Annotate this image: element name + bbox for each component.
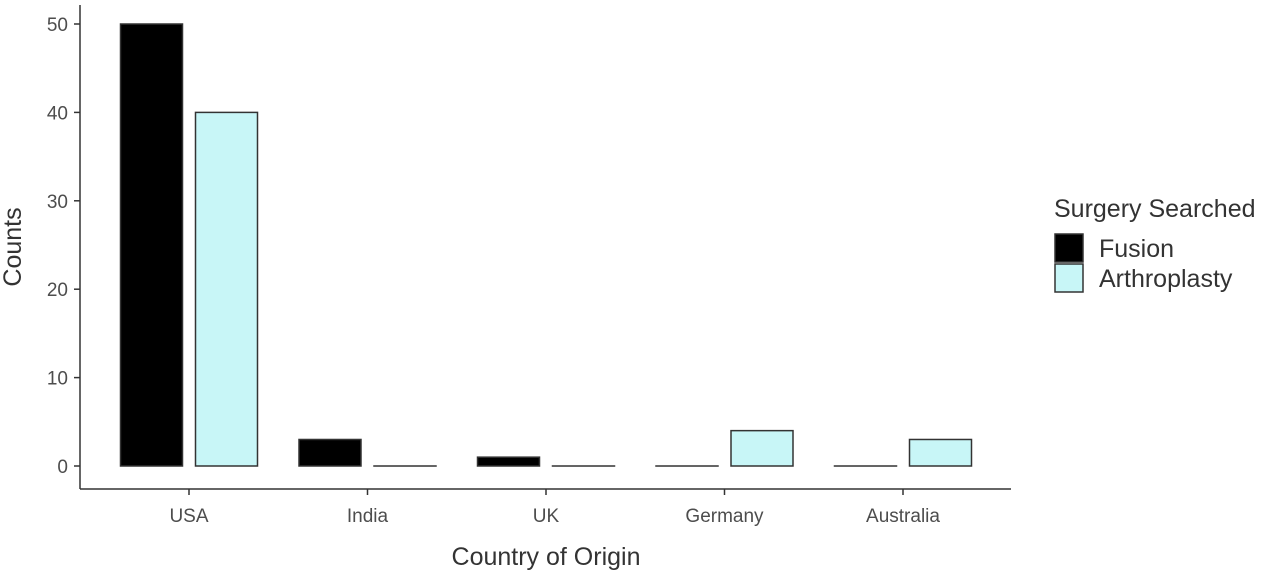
y-tick-label: 50 — [47, 15, 68, 36]
bars-group — [119, 23, 973, 467]
bar-arthroplasty-australia — [908, 438, 973, 467]
bar-fusion-india — [298, 438, 362, 467]
legend-swatch-fusion — [1054, 233, 1084, 263]
x-tick-label: USA — [169, 506, 208, 527]
legend-label-arthroplasty: Arthroplasty — [1099, 265, 1233, 293]
y-tick-label: 0 — [57, 457, 68, 478]
x-tick-label: India — [347, 506, 389, 527]
y-tick-label: 30 — [47, 192, 68, 213]
y-tick-label: 10 — [47, 369, 68, 390]
x-ticks-group: USA India UK Germany Australia — [169, 489, 940, 527]
bar-arthroplasty-germany — [730, 429, 794, 467]
legend-swatch-arthroplasty — [1054, 263, 1084, 293]
bar-fusion-usa — [119, 23, 184, 467]
legend-label-fusion: Fusion — [1099, 235, 1174, 263]
y-axis-title: Counts — [0, 207, 27, 286]
y-tick-label: 40 — [47, 103, 68, 124]
x-axis-title: Country of Origin — [452, 543, 641, 571]
x-tick-label: Australia — [866, 506, 940, 527]
legend-title: Surgery Searched — [1054, 195, 1256, 223]
bar-fusion-uk — [476, 456, 541, 467]
bar-arthroplasty-usa — [194, 111, 259, 467]
y-tick-label: 20 — [47, 280, 68, 301]
x-tick-label: UK — [533, 506, 560, 527]
x-tick-label: Germany — [685, 506, 764, 527]
y-ticks-group: 0 10 20 30 40 50 — [47, 15, 80, 478]
